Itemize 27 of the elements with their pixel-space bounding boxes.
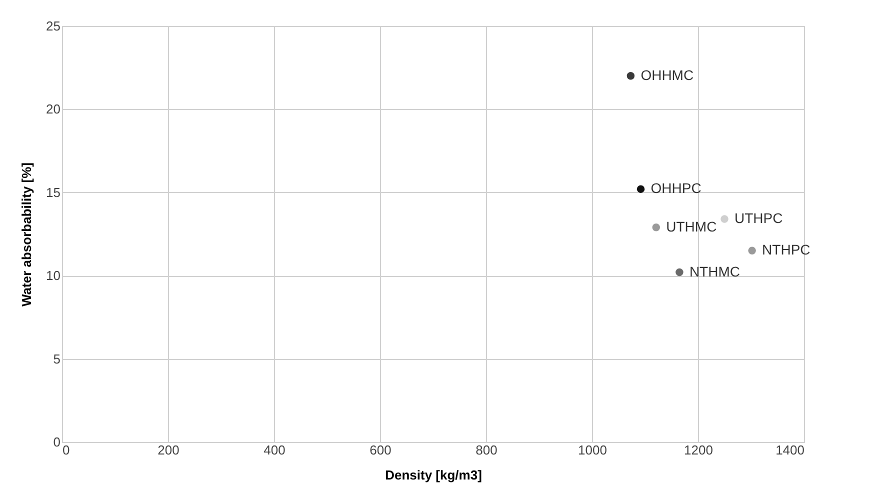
point [626,72,635,80]
point [676,268,684,276]
x-axis-title: Density [kg/m3] [385,468,482,482]
series-label: NTHMC [689,263,740,280]
y-tick-label: 20 [46,102,60,117]
x-tick-label: 1200 [684,442,713,458]
point [652,223,660,232]
series-label: NTHPC [762,242,810,258]
x-tick-label: 1400 [776,442,804,458]
series-label: OHHPC [650,180,702,196]
x-tick-label: 0 [62,442,70,458]
y-tick-label: 10 [46,268,60,284]
y-axis-title: Water absorbability [%] [19,162,34,306]
x-tick-label: 200 [158,442,180,458]
y-tick-label: 15 [46,184,60,200]
point [636,185,645,193]
series-label: UTHMC [666,218,717,234]
x-tick-label: 800 [476,442,498,458]
point [720,215,728,223]
x-tick-label: 400 [264,442,286,458]
x-tick-label: 600 [370,442,392,458]
y-tick-label: 25 [46,18,60,34]
series-label: UTHPC [734,210,783,226]
series-label: OHHMC [640,66,694,83]
point [748,246,756,255]
y-tick-label: 5 [53,351,60,366]
x-tick-label: 1000 [578,442,607,458]
